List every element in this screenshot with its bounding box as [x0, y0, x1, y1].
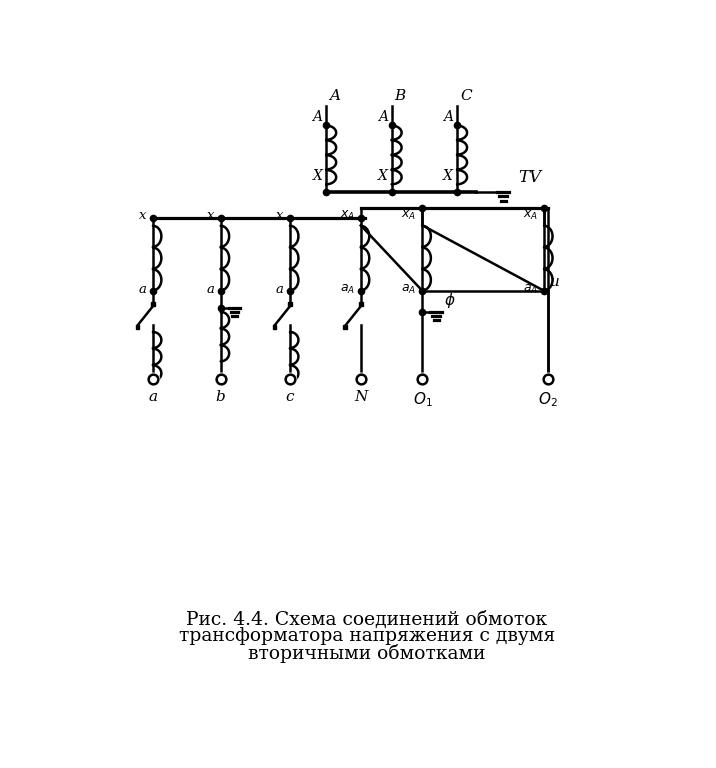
Text: $a_A$: $a_A$: [401, 283, 416, 296]
Text: $\phi$: $\phi$: [444, 291, 455, 310]
Text: B: B: [395, 89, 406, 103]
Bar: [135, 326, 140, 329]
Text: x: x: [276, 210, 284, 222]
Bar: [359, 303, 363, 306]
Text: a: a: [139, 283, 147, 296]
Text: $O_2$: $O_2$: [538, 390, 558, 409]
Text: $x_A$: $x_A$: [401, 209, 416, 222]
Text: N: N: [354, 390, 367, 404]
Bar: [288, 303, 292, 306]
Text: $O_1$: $O_1$: [412, 390, 432, 409]
Text: A: A: [443, 110, 453, 124]
Text: $a_A$: $a_A$: [339, 283, 354, 296]
Text: трансформатора напряжения с двумя: трансформатора напряжения с двумя: [179, 627, 555, 645]
Bar: [151, 303, 155, 306]
Bar: [273, 326, 276, 329]
Text: c: c: [286, 390, 294, 404]
Text: $a_A$: $a_A$: [523, 283, 538, 296]
Text: $x_A$: $x_A$: [523, 209, 538, 222]
Text: a: a: [207, 283, 215, 296]
Text: C: C: [460, 89, 472, 103]
Text: a: a: [148, 390, 158, 404]
Text: u: u: [550, 275, 560, 289]
Text: A: A: [329, 89, 340, 103]
Text: X: X: [378, 169, 388, 183]
Text: A: A: [312, 110, 322, 124]
Text: TV: TV: [518, 169, 542, 186]
Text: x: x: [207, 210, 215, 222]
Bar: [344, 326, 347, 329]
Text: X: X: [443, 169, 453, 183]
Text: $x_A$: $x_A$: [339, 209, 354, 222]
Text: Рис. 4.4. Схема соединений обмоток: Рис. 4.4. Схема соединений обмоток: [186, 611, 548, 628]
Text: a: a: [276, 283, 284, 296]
Text: b: b: [216, 390, 226, 404]
Text: вторичными обмотками: вторичными обмотками: [248, 644, 485, 664]
Text: x: x: [139, 210, 147, 222]
Text: A: A: [378, 110, 388, 124]
Text: X: X: [312, 169, 322, 183]
